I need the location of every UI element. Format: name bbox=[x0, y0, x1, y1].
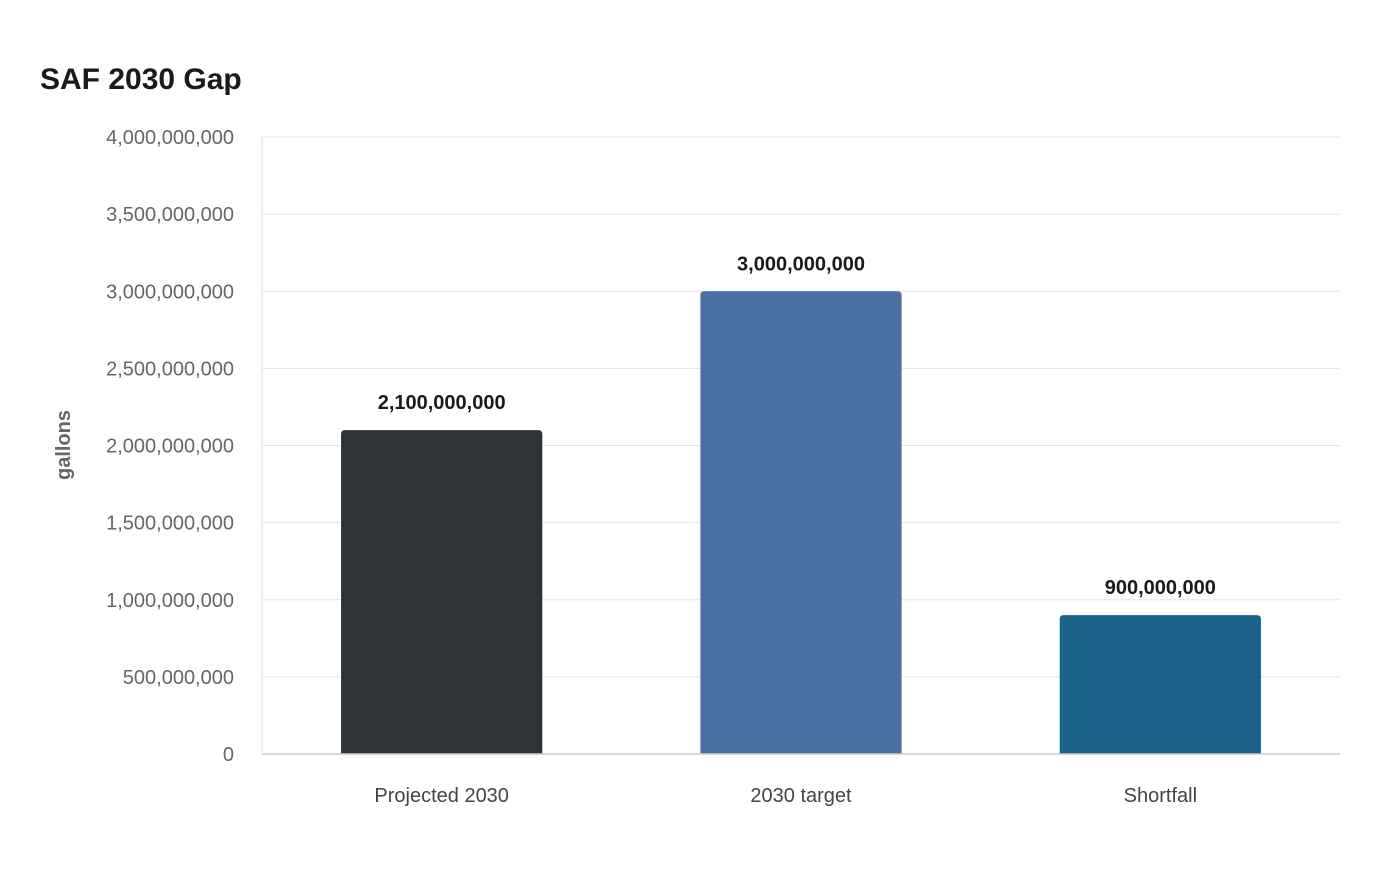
bar-value-label: 900,000,000 bbox=[1105, 577, 1216, 599]
y-tick-label: 500,000,000 bbox=[123, 667, 234, 689]
y-tick-label: 0 bbox=[223, 744, 234, 766]
y-axis-ticks: 0 500,000,000 1,000,000,000 1,500,000,000 2,… bbox=[106, 127, 234, 766]
x-axis-categories: Projected 2030 2030 target Shortfall bbox=[374, 785, 1197, 807]
data-labels: 2,100,000,000 3,000,000,000 900,000,000 bbox=[378, 253, 1216, 599]
bar bbox=[1059, 615, 1261, 754]
bar-value-label: 3,000,000,000 bbox=[737, 253, 865, 275]
x-category-label: 2030 target bbox=[750, 785, 852, 807]
x-category-label: Shortfall bbox=[1124, 785, 1197, 807]
y-tick-label: 2,000,000,000 bbox=[106, 436, 234, 458]
bar bbox=[341, 430, 543, 754]
y-tick-label: 1,000,000,000 bbox=[106, 590, 234, 612]
x-category-label: Projected 2030 bbox=[374, 785, 509, 807]
y-axis-title: gallons bbox=[53, 410, 75, 480]
bars bbox=[341, 291, 1261, 754]
bar-value-label: 2,100,000,000 bbox=[378, 392, 506, 414]
y-tick-label: 4,000,000,000 bbox=[106, 127, 234, 149]
y-tick-label: 1,500,000,000 bbox=[106, 513, 234, 535]
y-tick-label: 3,500,000,000 bbox=[106, 204, 234, 226]
y-tick-label: 2,500,000,000 bbox=[106, 358, 234, 380]
y-tick-label: 3,000,000,000 bbox=[106, 281, 234, 303]
chart-title: SAF 2030 Gap bbox=[40, 63, 242, 96]
bar bbox=[700, 291, 902, 754]
